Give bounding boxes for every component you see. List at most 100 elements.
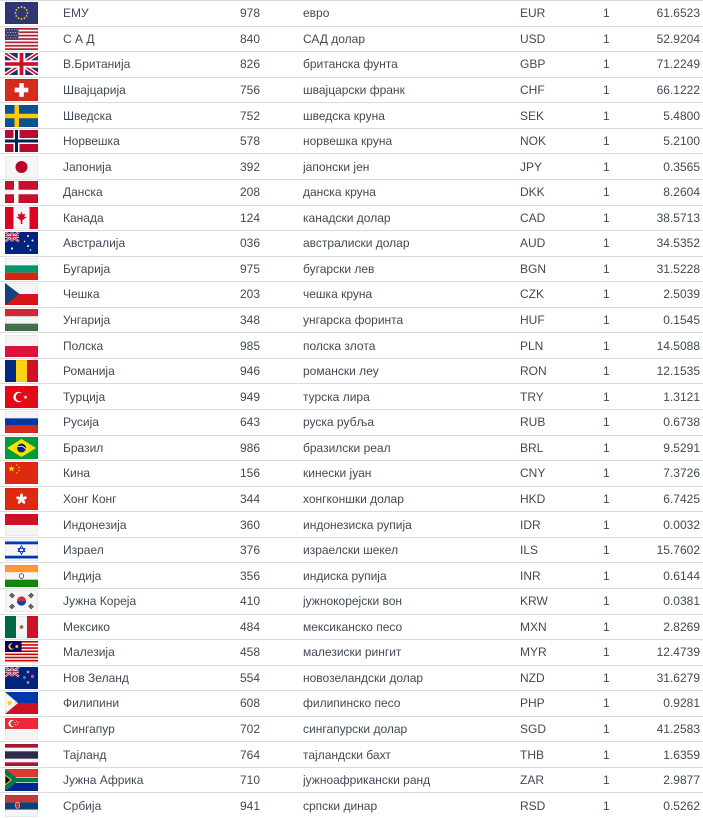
exchange-rate-value: 2.9877: [663, 773, 700, 788]
currency-numeric-code: 756: [240, 82, 261, 97]
india-flag-icon: [5, 564, 38, 587]
country-name: Кина: [63, 466, 90, 481]
currency-iso-code: RON: [520, 364, 547, 379]
country-name: Индонезија: [63, 517, 127, 532]
unit-amount: 1: [603, 722, 610, 737]
exchange-rate-row: Бразил 986 бразилски реал BRL 1 9.5291: [0, 434, 703, 461]
currency-iso-code: RUB: [520, 415, 546, 430]
exchange-rate-row: Романија 946 романски леу RON 1 12.1535: [0, 357, 703, 384]
singapore-flag-icon: [5, 718, 38, 741]
exchange-rate-row: С А Д 840 САД долар USD 1 52.9204: [0, 25, 703, 52]
currency-numeric-code: 208: [240, 185, 261, 200]
exchange-rate-value: 0.3565: [663, 159, 700, 174]
unit-amount: 1: [603, 6, 610, 21]
country-name: Јапонија: [63, 159, 112, 174]
exchange-rate-value: 2.8269: [663, 619, 700, 634]
exchange-rate-value: 0.9281: [663, 696, 700, 711]
currency-numeric-code: 840: [240, 31, 261, 46]
exchange-rate-value: 5.2100: [663, 134, 700, 149]
exchange-rate-value: 7.3726: [663, 466, 700, 481]
canada-flag-icon: [5, 206, 38, 229]
exchange-rate-value: 1.6359: [663, 747, 700, 762]
currency-iso-code: NZD: [520, 670, 545, 685]
exchange-rate-value: 12.4739: [656, 645, 700, 660]
currency-numeric-code: 978: [240, 6, 261, 21]
country-name: В.Британија: [63, 57, 131, 72]
country-name: Австралија: [63, 236, 126, 251]
exchange-rate-value: 8.2604: [663, 185, 700, 200]
currency-name: норвешка круна: [303, 134, 393, 149]
unit-amount: 1: [603, 645, 610, 660]
country-name: Тајланд: [63, 747, 107, 762]
exchange-rate-value: 12.1535: [656, 364, 700, 379]
currency-iso-code: MXN: [520, 619, 547, 634]
currency-iso-code: HKD: [520, 491, 546, 506]
currency-name: шведска круна: [303, 108, 385, 123]
currency-iso-code: JPY: [520, 159, 543, 174]
unit-amount: 1: [603, 210, 610, 225]
currency-numeric-code: 985: [240, 338, 261, 353]
exchange-rate-row: Русија 643 руска рубља RUB 1 0.6738: [0, 409, 703, 435]
exchange-rate-value: 52.9204: [656, 31, 700, 46]
currency-name: филипинско песо: [303, 696, 401, 711]
currency-name: јужнокорејски вон: [303, 594, 403, 609]
currency-numeric-code: 124: [240, 210, 261, 225]
exchange-rate-row: Турција 949 турска лира TRY 1 1.3121: [0, 383, 703, 409]
exchange-rate-value: 0.6738: [663, 415, 700, 430]
unit-amount: 1: [603, 338, 610, 353]
currency-name: српски динар: [303, 798, 378, 813]
unit-amount: 1: [603, 747, 610, 762]
currency-name: хонгконшки долар: [303, 491, 404, 506]
currency-iso-code: ILS: [520, 543, 539, 558]
unit-amount: 1: [603, 773, 610, 788]
exchange-rate-row: Чешка 203 чешка круна CZK 1 2.5039: [0, 281, 703, 307]
us-flag-icon: [5, 27, 38, 50]
unit-amount: 1: [603, 568, 610, 583]
unit-amount: 1: [603, 670, 610, 685]
country-name: Филипини: [63, 696, 120, 711]
sweden-flag-icon: [5, 104, 38, 127]
indonesia-flag-icon: [5, 513, 38, 536]
exchange-rate-row: Израел 376 израелски шекел ILS 1 15.7602: [0, 536, 703, 563]
exchange-rate-value: 61.6523: [656, 6, 700, 21]
currency-name: унгарска форинта: [303, 313, 404, 328]
exchange-rate-value: 38.5713: [656, 210, 700, 225]
unit-amount: 1: [603, 619, 610, 634]
unit-amount: 1: [603, 466, 610, 481]
exchange-rate-row: Индонезија 360 индонезиска рупија IDR 1 …: [0, 511, 703, 537]
country-name: С А Д: [63, 31, 95, 46]
currency-name: бугарски лев: [303, 261, 375, 276]
currency-name: полска злота: [303, 338, 376, 353]
currency-iso-code: EUR: [520, 6, 546, 21]
currency-numeric-code: 764: [240, 747, 261, 762]
exchange-rate-row: Тајланд 764 тајландски бахт THB 1 1.6359: [0, 741, 703, 767]
country-name: ЕМУ: [63, 6, 89, 21]
currency-name: романски леу: [303, 364, 379, 379]
currency-numeric-code: 484: [240, 619, 261, 634]
country-name: Мексико: [63, 619, 110, 634]
currency-numeric-code: 643: [240, 415, 261, 430]
exchange-rate-value: 6.7425: [663, 491, 700, 506]
unit-amount: 1: [603, 594, 610, 609]
currency-numeric-code: 554: [240, 670, 261, 685]
exchange-rate-row: Хонг Конг 344 хонгконшки долар HKD 1 6.7…: [0, 485, 703, 512]
exchange-rate-row: Сингапур 702 сингапурски долар SGD 1 41.…: [0, 715, 703, 742]
country-name: Шведска: [63, 108, 112, 123]
currency-numeric-code: 156: [240, 466, 261, 481]
turkey-flag-icon: [5, 385, 38, 408]
currency-name: кинески јуан: [303, 466, 372, 481]
currency-numeric-code: 392: [240, 159, 261, 174]
country-name: Швајцарија: [63, 82, 126, 97]
country-name: Индија: [63, 568, 102, 583]
exchange-rate-row: Унгарија 348 унгарска форинта HUF 1 0.15…: [0, 306, 703, 333]
unit-amount: 1: [603, 57, 610, 72]
unit-amount: 1: [603, 517, 610, 532]
currency-iso-code: GBP: [520, 57, 546, 72]
eu-flag-icon: [5, 2, 38, 25]
currency-numeric-code: 360: [240, 517, 261, 532]
china-flag-icon: [5, 462, 38, 485]
unit-amount: 1: [603, 798, 610, 813]
exchange-rate-value: 0.5262: [663, 798, 700, 813]
exchange-rate-row: Мексико 484 мексиканско песо MXN 1 2.826…: [0, 613, 703, 640]
unit-amount: 1: [603, 364, 610, 379]
